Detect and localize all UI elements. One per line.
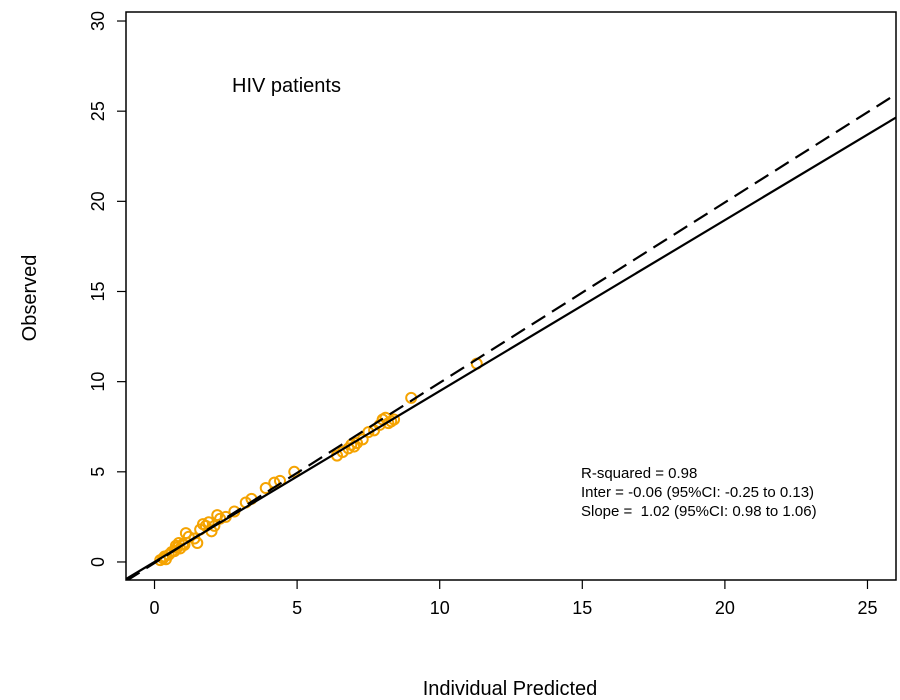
plot-annotation: HIV patients — [232, 75, 341, 97]
stats-intercept: Inter = -0.06 (95%CI: -0.25 to 0.13) — [581, 484, 814, 501]
y-axis: 0 5 10 15 20 25 30 — [88, 11, 126, 567]
data-point — [259, 482, 272, 495]
x-tick-label: 5 — [292, 598, 302, 618]
x-tick-label: 20 — [715, 598, 735, 618]
x-tick-label: 0 — [150, 598, 160, 618]
y-tick-label: 25 — [88, 101, 108, 121]
data-point — [208, 519, 221, 532]
reference-lines — [126, 93, 896, 580]
plot-frame — [125, 11, 897, 581]
y-tick-label: 30 — [88, 11, 108, 31]
data-point — [191, 537, 204, 550]
y-tick-label: 5 — [88, 467, 108, 477]
y-tick-label: 0 — [88, 557, 108, 567]
y-tick-label: 15 — [88, 281, 108, 301]
stats-slope: Slope = 1.02 (95%CI: 0.98 to 1.06) — [581, 503, 817, 520]
data-point — [362, 426, 375, 439]
data-points — [154, 357, 483, 567]
x-tick-label: 10 — [430, 598, 450, 618]
x-tick-label: 15 — [572, 598, 592, 618]
solid-fit-line — [126, 116, 896, 580]
y-axis-label: Observed — [19, 255, 41, 342]
x-tick-label: 25 — [857, 598, 877, 618]
x-axis: 0 5 10 15 20 25 — [150, 580, 877, 618]
data-point — [388, 413, 401, 426]
dashed-line — [126, 93, 896, 580]
x-axis-label: Individual Predicted — [423, 678, 598, 700]
y-tick-label: 10 — [88, 372, 108, 392]
y-tick-label: 20 — [88, 191, 108, 211]
stats-r-squared: R-squared = 0.98 — [581, 465, 697, 482]
